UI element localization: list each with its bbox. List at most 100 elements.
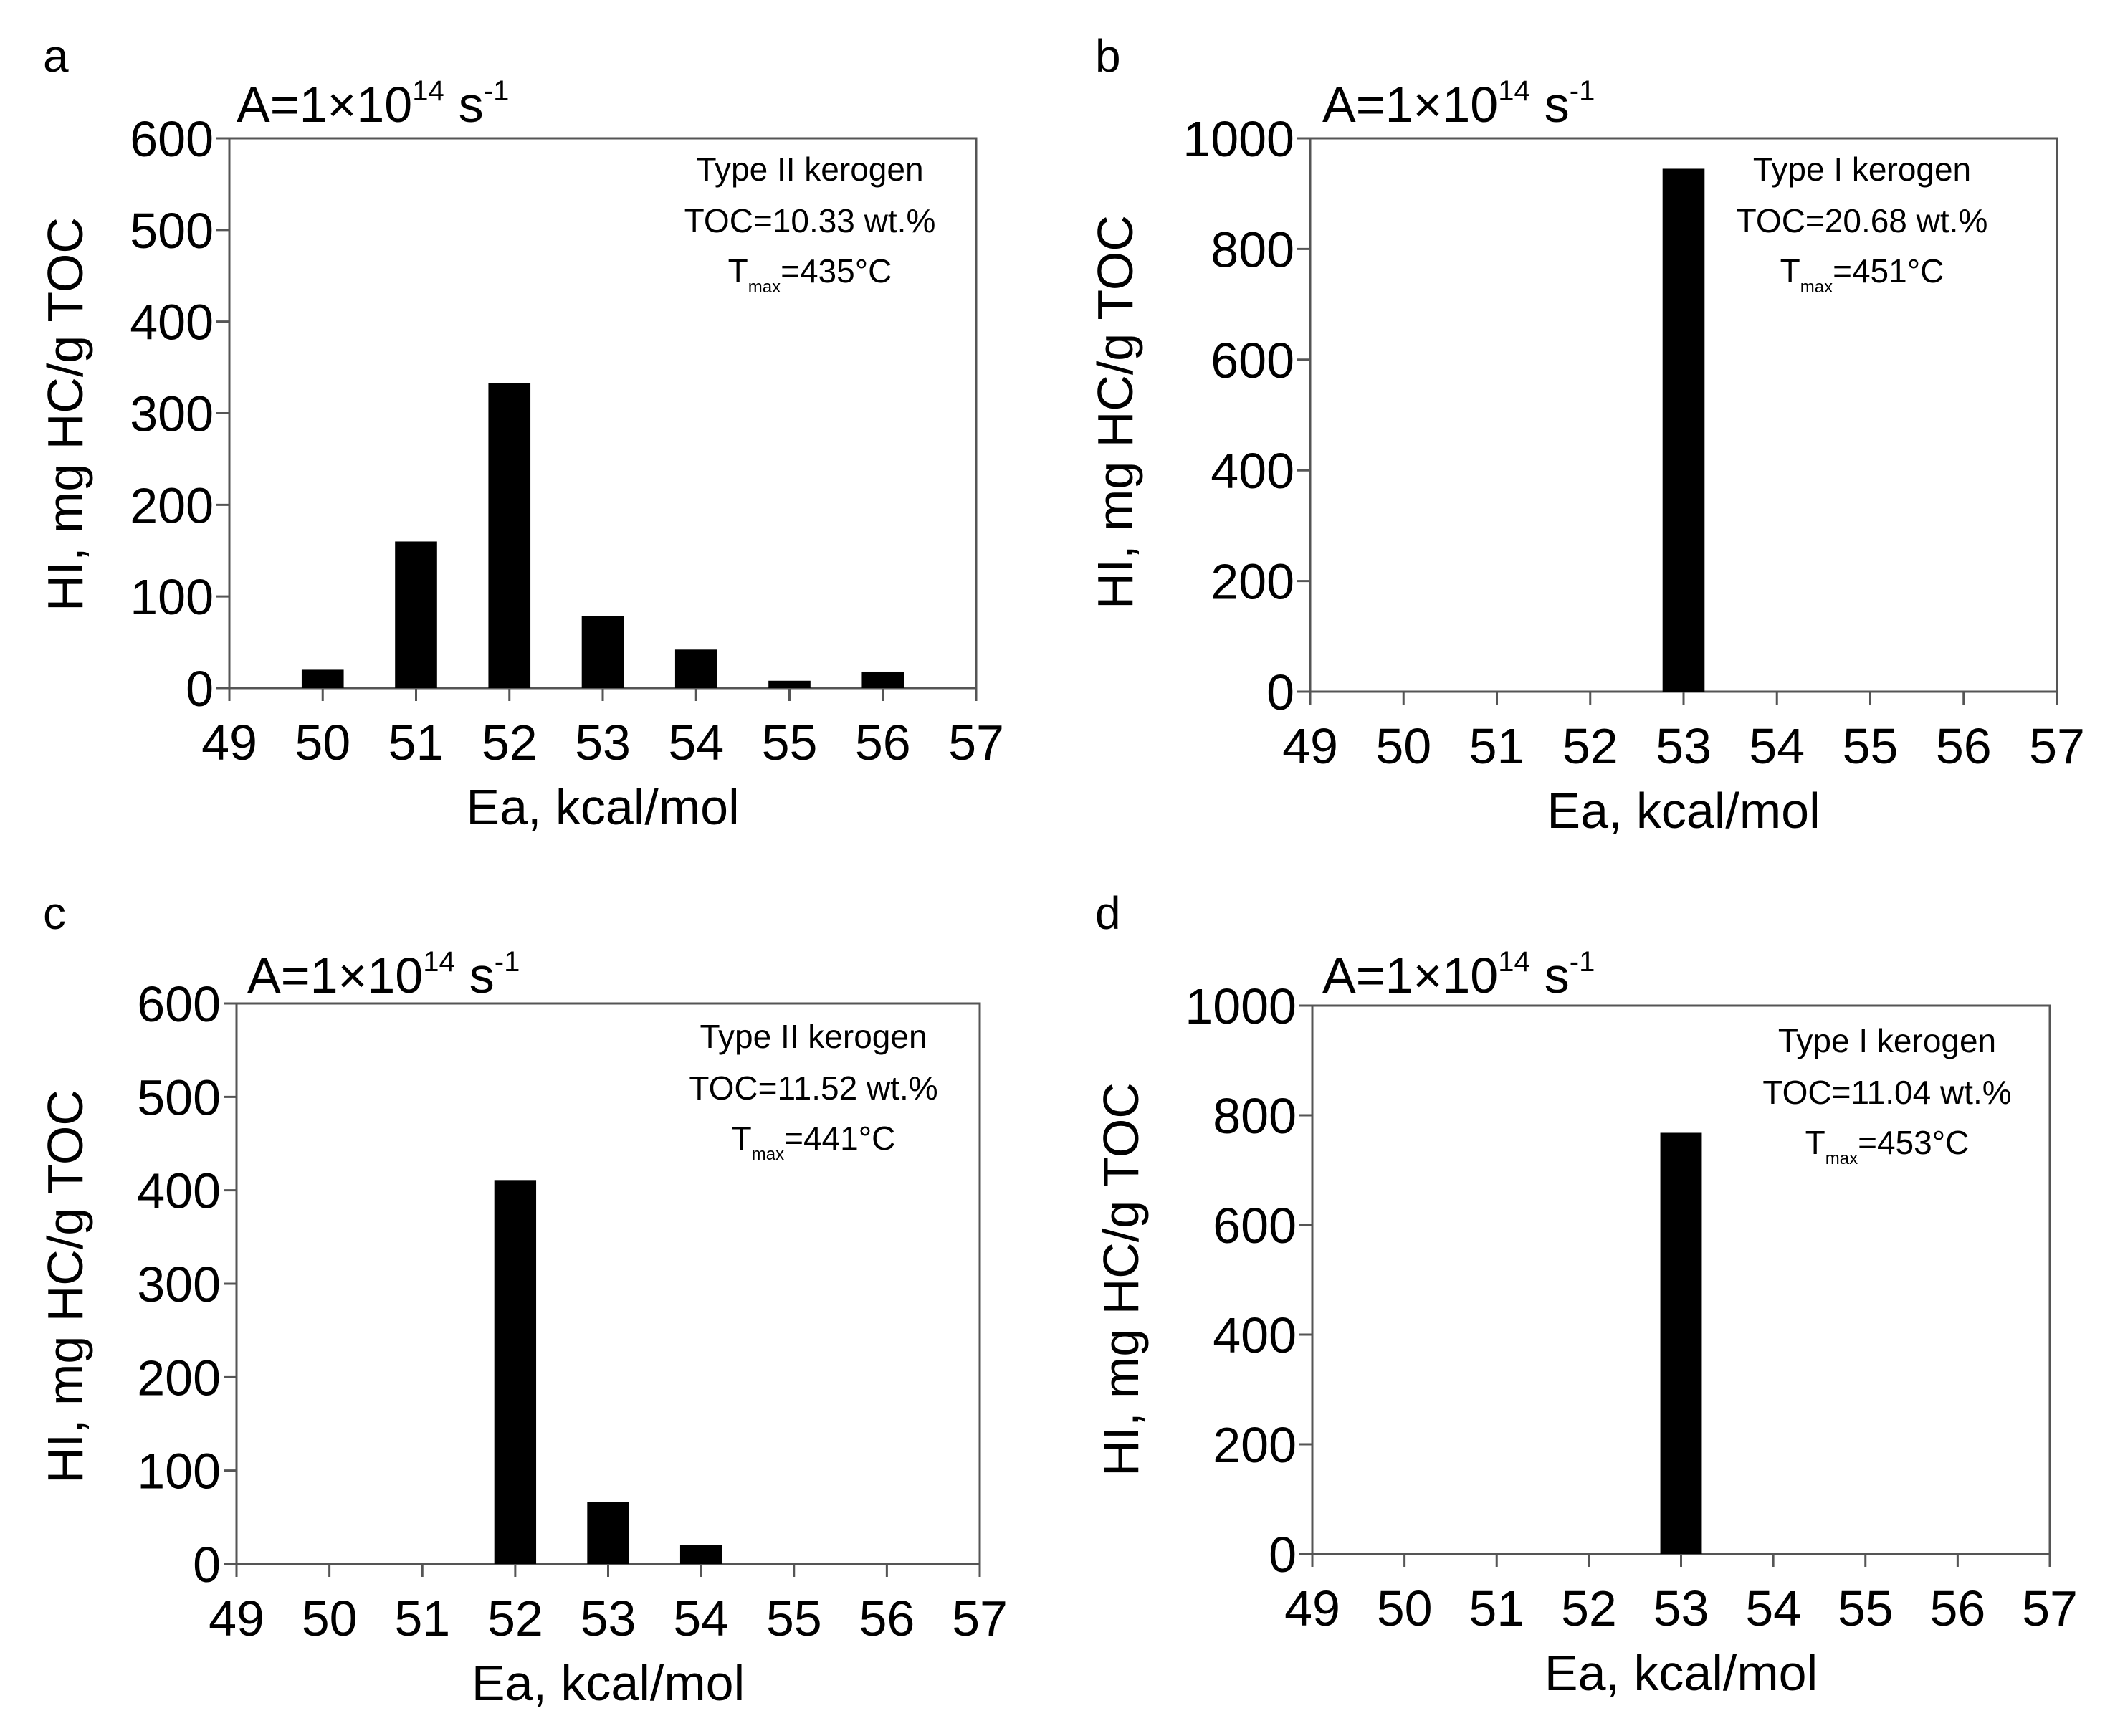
kerogen-type-annotation: Type I kerogen: [1778, 1022, 1996, 1059]
y-axis-title: HI, mg HC/g TOC: [1087, 215, 1143, 609]
x-tick-label: 57: [2022, 1580, 2078, 1636]
factor-unit: s: [469, 948, 495, 1003]
frequency-factor: A=1×1014 s-1: [1322, 75, 1595, 133]
x-axis-title: Ea, kcal/mol: [466, 779, 739, 835]
y-axis-title: HI, mg HC/g TOC: [37, 1089, 93, 1484]
x-tick-label: 51: [388, 715, 444, 771]
factor-main-text: A=1×10: [1322, 77, 1498, 133]
frequency-factor: A=1×1014 s-1: [1322, 946, 1595, 1003]
y-tick-label: 600: [1213, 1198, 1297, 1254]
tmax-annotation: Tmax=441°C: [732, 1120, 896, 1164]
factor-unit: s: [1545, 77, 1570, 133]
y-tick-label: 800: [1211, 221, 1294, 277]
toc-annotation: TOC=11.52 wt.%: [689, 1069, 937, 1107]
panel-label: c: [43, 887, 66, 939]
y-tick-label: 1000: [1185, 978, 1297, 1034]
x-tick-label: 52: [1561, 1580, 1617, 1636]
y-tick-label: 500: [137, 1069, 221, 1125]
x-tick-label: 56: [1936, 718, 1992, 774]
y-tick-label: 0: [1269, 1527, 1297, 1583]
bar-ea-51: [395, 541, 437, 688]
y-tick-label: 600: [1211, 333, 1294, 388]
chart-panel-a: a A=1×1014 s-1 49 50 51 52 53 54 55 56 57 0 100 200 300…: [37, 30, 1004, 835]
x-tick-label: 53: [1653, 1580, 1709, 1636]
tmax-value: =453°C: [1858, 1124, 1969, 1161]
x-tick-label: 56: [859, 1590, 915, 1646]
y-tick-label: 200: [130, 477, 214, 533]
chart-panel-d: d A=1×1014 s-1 49 50 51 52 53 54 55 56 57 0 200 400 600…: [1093, 887, 2078, 1701]
factor-exponent: 14: [423, 946, 455, 978]
bar-ea-53: [1660, 1132, 1702, 1554]
y-tick-label: 400: [130, 295, 214, 350]
frequency-factor: A=1×1014 s-1: [247, 946, 520, 1003]
x-axis-title: Ea, kcal/mol: [472, 1655, 745, 1711]
y-tick-label: 200: [137, 1350, 221, 1406]
factor-main-text: A=1×10: [1322, 948, 1498, 1003]
y-tick-label: 0: [186, 661, 214, 717]
x-tick-label: 56: [855, 715, 911, 771]
y-tick-label: 200: [1211, 554, 1294, 610]
y-tick-label: 400: [137, 1163, 221, 1219]
tmax-value: =441°C: [784, 1120, 895, 1157]
x-tick-label: 54: [673, 1590, 729, 1646]
x-tick-label: 52: [482, 715, 538, 771]
toc-annotation: TOC=11.04 wt.%: [1762, 1074, 2011, 1111]
factor-unit-exponent: -1: [484, 75, 510, 107]
bar-ea-55: [768, 680, 811, 688]
bar-ea-53: [581, 616, 624, 688]
bar-ea-54: [674, 649, 717, 688]
tmax-annotation: Tmax=453°C: [1805, 1124, 1970, 1168]
tmax-subscript: max: [748, 277, 781, 297]
x-tick-label: 49: [201, 715, 257, 771]
y-tick-label: 600: [137, 976, 221, 1032]
bar-ea-53: [1662, 168, 1705, 692]
kerogen-type-annotation: Type II kerogen: [700, 1018, 927, 1055]
y-tick-label: 200: [1213, 1417, 1297, 1473]
bar-ea-52: [488, 383, 531, 688]
panel-label: b: [1095, 30, 1121, 82]
tmax-symbol: T: [1780, 252, 1800, 290]
factor-unit-exponent: -1: [1570, 75, 1595, 107]
y-tick-label: 400: [1211, 443, 1294, 499]
x-tick-label: 54: [1745, 1580, 1801, 1636]
x-tick-label: 55: [1838, 1580, 1894, 1636]
x-tick-label: 49: [1284, 1580, 1340, 1636]
x-tick-label: 56: [1929, 1580, 1985, 1636]
kerogen-type-annotation: Type I kerogen: [1753, 151, 1971, 188]
toc-annotation: TOC=10.33 wt.%: [684, 202, 936, 239]
y-tick-label: 100: [130, 569, 214, 625]
x-tick-label: 51: [394, 1590, 450, 1646]
x-tick-label: 53: [1656, 718, 1712, 774]
y-axis-title: HI, mg HC/g TOC: [1093, 1082, 1149, 1477]
tmax-annotation: Tmax=451°C: [1780, 252, 1944, 297]
y-tick-label: 400: [1213, 1307, 1297, 1363]
frequency-factor: A=1×1014 s-1: [237, 75, 509, 133]
x-tick-label: 54: [668, 715, 724, 771]
y-axis-title: HI, mg HC/g TOC: [37, 217, 93, 611]
factor-unit: s: [1545, 948, 1570, 1003]
factor-main-text: A=1×10: [247, 948, 423, 1003]
x-tick-label: 55: [1843, 718, 1899, 774]
toc-annotation: TOC=20.68 wt.%: [1737, 202, 1988, 239]
x-axis-title: Ea, kcal/mol: [1547, 783, 1820, 839]
y-tick-label: 1000: [1183, 111, 1294, 167]
x-tick-label: 50: [302, 1590, 358, 1646]
x-tick-label: 52: [1562, 718, 1618, 774]
y-tick-label: 300: [130, 386, 214, 442]
chart-panel-c: c A=1×1014 s-1 49 50 51 52 53 54 55 56 57 0 100 200 300…: [37, 887, 1008, 1711]
factor-exponent: 14: [1498, 946, 1530, 978]
x-tick-label: 50: [1375, 718, 1431, 774]
y-tick-label: 800: [1213, 1088, 1297, 1144]
factor-unit: s: [459, 77, 484, 133]
bar-ea-54: [679, 1545, 722, 1564]
x-tick-label: 50: [295, 715, 350, 771]
x-tick-label: 57: [952, 1590, 1008, 1646]
x-tick-label: 49: [209, 1590, 264, 1646]
factor-unit-exponent: -1: [1570, 946, 1595, 978]
tmax-symbol: T: [732, 1120, 752, 1157]
panel-label: d: [1095, 887, 1121, 939]
tmax-value: =435°C: [781, 252, 892, 290]
y-tick-label: 0: [193, 1537, 221, 1593]
x-tick-label: 49: [1282, 718, 1338, 774]
